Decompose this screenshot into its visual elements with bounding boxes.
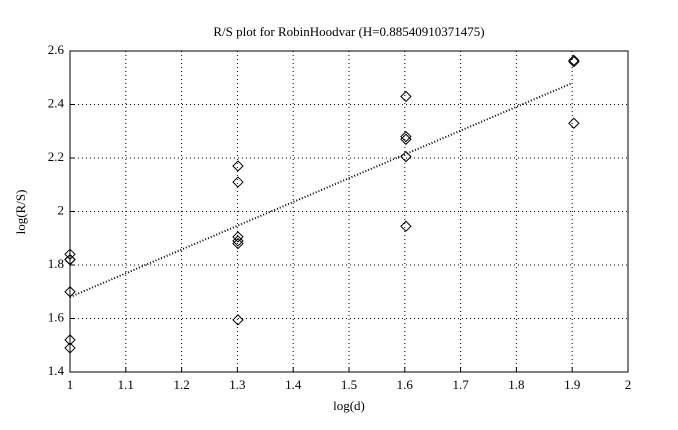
data-point <box>568 55 580 68</box>
y-tick-label: 2 <box>58 202 65 217</box>
data-point <box>232 235 244 247</box>
x-tick-label: 1.2 <box>173 377 189 392</box>
x-tick-label: 1.5 <box>341 377 357 392</box>
data-point <box>232 160 244 172</box>
x-tick-label: 1 <box>67 377 74 392</box>
y-tick-label: 1.6 <box>48 309 65 324</box>
data-point <box>400 220 412 232</box>
data-point <box>64 248 76 261</box>
data-point <box>64 342 76 354</box>
y-tick-label: 2.6 <box>48 42 65 57</box>
data-point <box>232 314 244 326</box>
data-point <box>232 231 244 243</box>
x-tick-label: 1.8 <box>508 377 524 392</box>
data-point <box>64 334 76 346</box>
data-point <box>232 176 244 188</box>
y-tick-label: 2.4 <box>48 95 65 110</box>
x-tick-label: 2 <box>625 377 632 392</box>
x-tick-label: 1.4 <box>285 377 302 392</box>
x-tick-label: 1.9 <box>564 377 580 392</box>
y-axis-label: log(R/S) <box>13 190 28 235</box>
data-point <box>400 130 412 143</box>
data-point <box>568 54 580 67</box>
x-tick-label: 1.1 <box>118 377 134 392</box>
x-tick-label: 1.3 <box>229 377 245 392</box>
fit-line <box>69 82 573 299</box>
chart-title: R/S plot for RobinHoodvar (H=0.885409103… <box>213 24 484 39</box>
data-point <box>400 90 412 103</box>
data-point <box>400 133 412 145</box>
x-tick-label: 1.7 <box>452 377 469 392</box>
data-point <box>232 237 244 250</box>
y-tick-label: 2.2 <box>48 149 64 164</box>
data-point <box>64 253 76 266</box>
x-tick-label: 1.6 <box>397 377 414 392</box>
data-point <box>568 117 580 129</box>
data-point <box>400 150 412 163</box>
y-tick-label: 1.8 <box>48 256 64 271</box>
plot-frame <box>69 50 629 373</box>
y-tick-label: 1.4 <box>48 363 65 378</box>
x-axis-label: log(d) <box>333 398 365 413</box>
